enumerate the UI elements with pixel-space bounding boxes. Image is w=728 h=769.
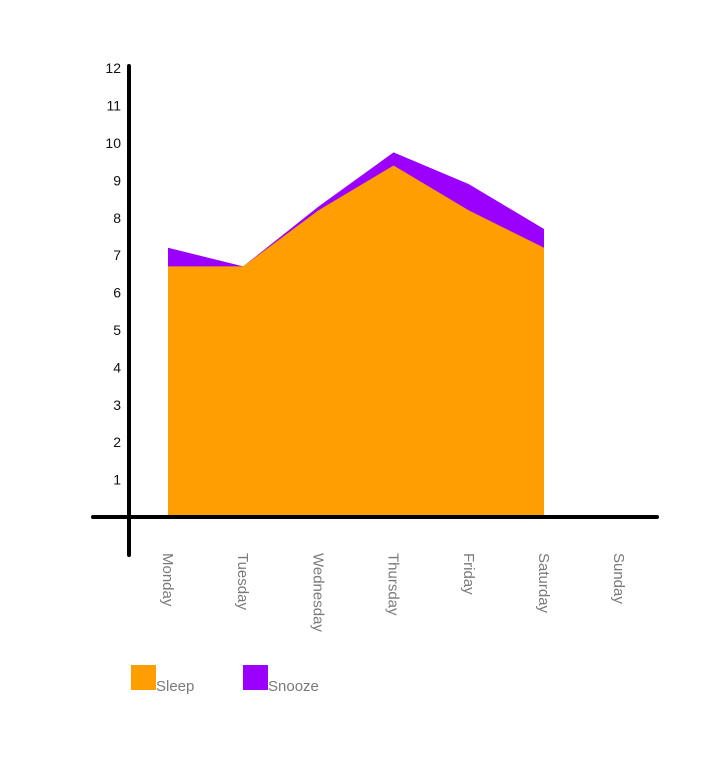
series-area-sleep (168, 165, 544, 517)
y-tick-label: 10 (105, 135, 121, 151)
x-tick-label-saturday: Saturday (535, 553, 552, 614)
legend-item-snooze: Snooze (243, 665, 319, 695)
x-tick-label-wednesday: Wednesday (309, 553, 326, 632)
y-tick-label: 6 (113, 285, 121, 301)
y-tick-label: 1 (113, 472, 121, 488)
legend-swatch-snooze (243, 665, 268, 690)
x-tick-label-tuesday: Tuesday (234, 553, 251, 610)
legend-label-snooze: Snooze (268, 678, 319, 695)
axes-layer (91, 64, 659, 557)
x-tick-label-sunday: Sunday (610, 553, 627, 604)
y-tick-label: 5 (113, 322, 121, 338)
y-tick-label: 11 (106, 98, 121, 114)
x-tick-labels: Monday Tuesday Wednesday Thursday Friday Satu… (159, 553, 627, 632)
legend-item-sleep: Sleep (131, 665, 194, 695)
y-tick-label: 2 (113, 434, 121, 450)
y-tick-label: 3 (113, 397, 121, 413)
legend-label-sleep: Sleep (156, 678, 194, 695)
y-tick-label: 12 (105, 60, 121, 76)
x-tick-label-friday: Friday (460, 553, 477, 595)
y-tick-label: 8 (113, 210, 121, 226)
legend: Sleep Snooze (131, 665, 319, 695)
y-tick-label: 7 (113, 247, 121, 263)
y-tick-label: 9 (113, 172, 121, 188)
y-tick-label: 4 (113, 359, 121, 375)
x-tick-label-monday: Monday (159, 553, 176, 607)
x-tick-label-thursday: Thursday (385, 553, 402, 616)
areas-layer (168, 152, 544, 517)
legend-swatch-sleep (131, 665, 156, 690)
